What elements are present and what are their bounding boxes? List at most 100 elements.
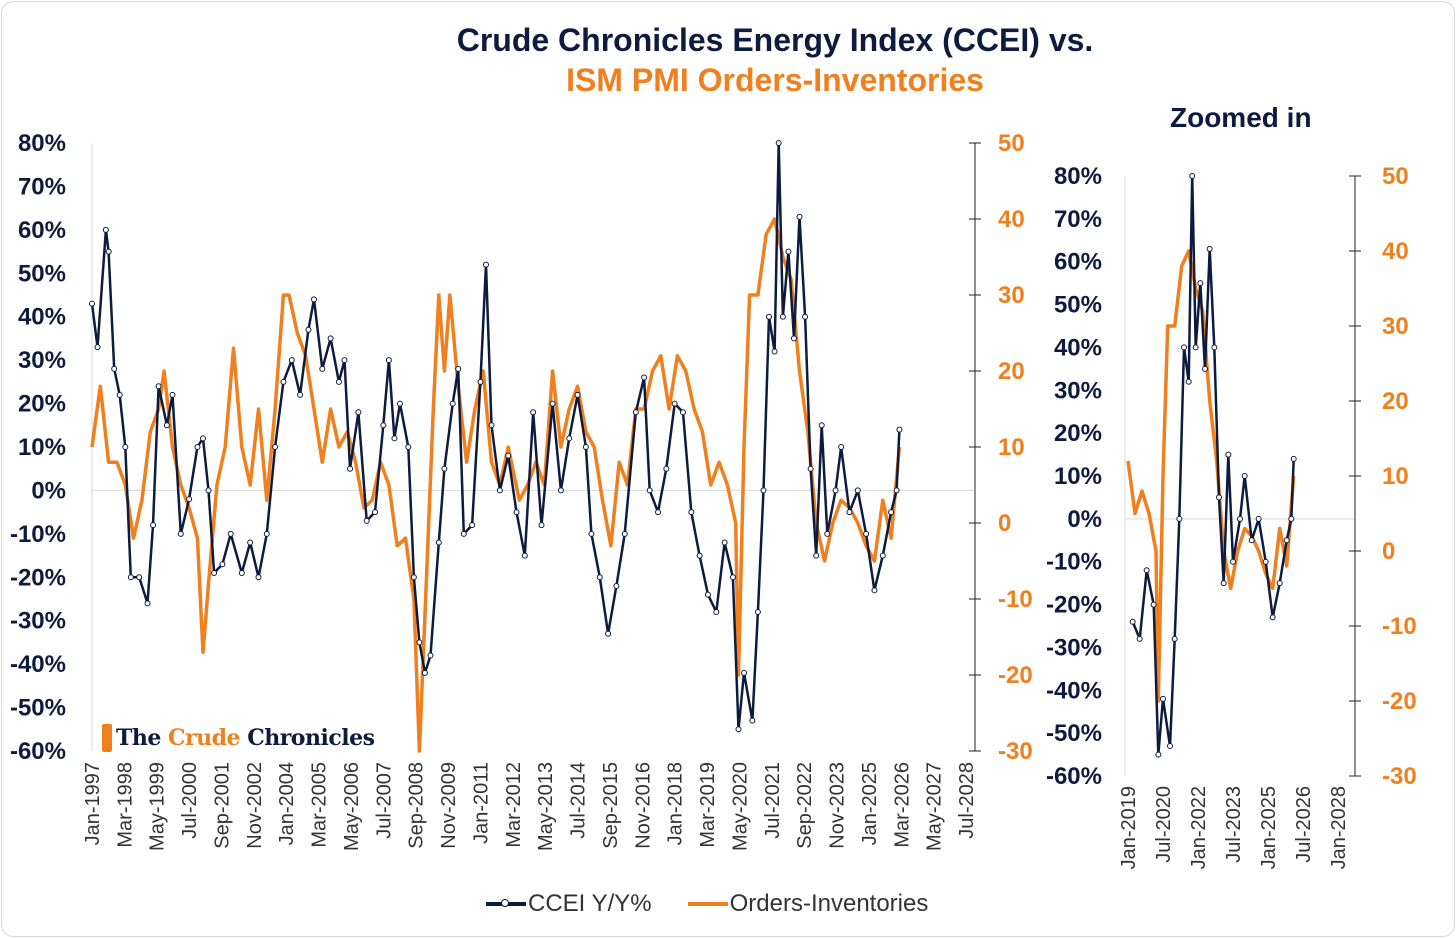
left-tick-label: 30% bbox=[1054, 377, 1102, 404]
ccei-point bbox=[1192, 344, 1199, 351]
ccei-point bbox=[1150, 601, 1157, 608]
x-tick-label: Jan-2022 bbox=[1188, 786, 1210, 869]
ccei-point bbox=[1269, 614, 1276, 621]
x-tick-label: May-1999 bbox=[147, 762, 169, 851]
ccei-point bbox=[1220, 580, 1227, 587]
ccei-point bbox=[211, 569, 218, 576]
ccei-point bbox=[1143, 567, 1150, 574]
ccei-point bbox=[1189, 173, 1196, 179]
x-tick-label: Jul-2028 bbox=[956, 762, 978, 839]
left-tick-label: 40% bbox=[1054, 334, 1102, 361]
ccei-point bbox=[596, 574, 603, 581]
x-tick-label: Jan-2011 bbox=[470, 762, 492, 844]
ccei-point bbox=[513, 509, 520, 516]
x-tick-label: Jan-1997 bbox=[82, 762, 104, 845]
ccei-point bbox=[521, 552, 528, 559]
ccei-point bbox=[94, 344, 101, 351]
ccei-point bbox=[416, 639, 423, 646]
ccei-point bbox=[879, 552, 886, 559]
ccei-point bbox=[760, 487, 767, 494]
ccei-point bbox=[194, 444, 201, 450]
ccei-point bbox=[807, 465, 814, 472]
ccei-point bbox=[1185, 378, 1192, 385]
ccei-point bbox=[272, 444, 279, 450]
ccei-point bbox=[227, 530, 234, 537]
left-tick-label: 40% bbox=[18, 304, 66, 331]
ccei-point bbox=[169, 391, 176, 398]
ccei-point bbox=[1202, 365, 1208, 372]
ccei-point bbox=[319, 365, 326, 372]
ccei-point bbox=[136, 574, 143, 581]
ccei-point bbox=[775, 140, 782, 146]
right-tick-label: 40 bbox=[998, 206, 1025, 233]
ccei-point bbox=[155, 383, 162, 390]
ccei-point bbox=[688, 509, 695, 516]
ccei-point bbox=[122, 444, 129, 450]
ccei-point bbox=[802, 313, 809, 320]
ccei-point bbox=[1197, 280, 1204, 287]
right-tick-label: 20 bbox=[1382, 388, 1409, 415]
ccei-point bbox=[1160, 695, 1166, 702]
right-tick-label: 40 bbox=[1382, 238, 1409, 265]
x-tick-label: Jan-2025 bbox=[859, 762, 881, 845]
ccei-point bbox=[421, 669, 428, 676]
ccei-point bbox=[1171, 635, 1178, 642]
ccei-point bbox=[1181, 344, 1187, 351]
ccei-point bbox=[530, 409, 537, 416]
ccei-point bbox=[566, 435, 573, 442]
left-tick-label: 50% bbox=[18, 260, 66, 287]
ccei-point bbox=[854, 487, 861, 494]
ccei-point bbox=[1241, 473, 1248, 479]
left-tick-label: -10% bbox=[1046, 549, 1102, 576]
ccei-point bbox=[449, 400, 456, 407]
right-tick-label: 20 bbox=[998, 358, 1025, 385]
ccei-point bbox=[863, 530, 870, 537]
left-tick-label: 80% bbox=[1054, 163, 1102, 190]
ccei-point bbox=[1206, 245, 1213, 252]
ccei-point bbox=[871, 587, 878, 594]
x-tick-label: Nov-2016 bbox=[632, 762, 654, 849]
ccei-point bbox=[832, 487, 839, 494]
ccei-point bbox=[671, 400, 678, 407]
ccei-point bbox=[663, 465, 670, 472]
logo: The Crude Chronicles bbox=[102, 724, 375, 752]
ccei-point bbox=[735, 726, 742, 733]
ccei-point bbox=[310, 296, 317, 303]
x-tick-label: Mar-2012 bbox=[503, 762, 525, 848]
ccei-point bbox=[888, 509, 895, 516]
right-tick-label: 50 bbox=[998, 130, 1025, 157]
ccei-point bbox=[441, 465, 448, 472]
right-tick-label: -30 bbox=[998, 738, 1033, 765]
ccei-point bbox=[613, 582, 620, 589]
ccei-point bbox=[790, 335, 797, 342]
ccei-point bbox=[824, 530, 831, 537]
left-tick-label: 10% bbox=[18, 434, 66, 461]
left-tick-label: -10% bbox=[10, 521, 66, 548]
series-line-orders bbox=[90, 217, 902, 753]
ccei-point bbox=[893, 487, 900, 494]
ccei-point bbox=[785, 248, 792, 255]
ccei-point bbox=[405, 444, 412, 450]
ccei-point bbox=[488, 422, 495, 429]
left-tick-label: -60% bbox=[10, 738, 66, 765]
x-tick-label: Nov-2009 bbox=[438, 762, 460, 849]
ccei-point bbox=[219, 561, 226, 568]
ccei-point bbox=[1237, 515, 1243, 522]
right-tick-label: -10 bbox=[1382, 613, 1417, 640]
ccei-point bbox=[1129, 618, 1136, 625]
x-tick-label: Mar-2005 bbox=[309, 762, 331, 848]
ccei-point bbox=[549, 400, 556, 407]
ccei-point bbox=[199, 435, 206, 442]
ccei-point bbox=[696, 552, 703, 559]
ccei-point bbox=[127, 574, 134, 581]
x-tick-label: Sep-2008 bbox=[406, 762, 428, 849]
ccei-point bbox=[372, 509, 379, 516]
x-tick-label: Jul-2023 bbox=[1223, 786, 1245, 863]
ccei-point bbox=[605, 630, 612, 637]
ccei-point bbox=[335, 378, 342, 385]
ccei-point bbox=[105, 248, 112, 255]
ccei-point bbox=[496, 487, 503, 494]
ccei-point bbox=[588, 530, 595, 537]
x-tick-label: Jul-2007 bbox=[373, 762, 395, 839]
